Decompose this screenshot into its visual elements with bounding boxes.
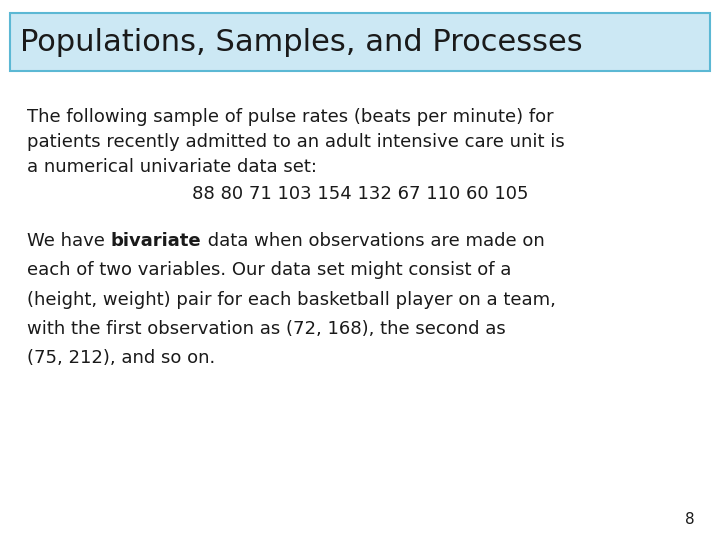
Text: a numerical univariate data set:: a numerical univariate data set: bbox=[27, 158, 318, 176]
Text: We have: We have bbox=[27, 232, 111, 250]
Text: bivariate: bivariate bbox=[111, 232, 202, 250]
Text: The following sample of pulse rates (beats per minute) for: The following sample of pulse rates (bea… bbox=[27, 108, 554, 126]
Text: 8: 8 bbox=[685, 511, 695, 526]
FancyBboxPatch shape bbox=[10, 13, 710, 71]
Text: with the first observation as (72, 168), the second as: with the first observation as (72, 168),… bbox=[27, 320, 506, 338]
Text: 88 80 71 103 154 132 67 110 60 105: 88 80 71 103 154 132 67 110 60 105 bbox=[192, 185, 528, 202]
Text: (75, 212), and so on.: (75, 212), and so on. bbox=[27, 349, 215, 367]
Text: patients recently admitted to an adult intensive care unit is: patients recently admitted to an adult i… bbox=[27, 133, 565, 151]
Text: data when observations are made on: data when observations are made on bbox=[202, 232, 544, 250]
Text: Populations, Samples, and Processes: Populations, Samples, and Processes bbox=[20, 28, 582, 57]
Text: (height, weight) pair for each basketball player on a team,: (height, weight) pair for each basketbal… bbox=[27, 291, 557, 308]
Text: each of two variables. Our data set might consist of a: each of two variables. Our data set migh… bbox=[27, 261, 512, 279]
